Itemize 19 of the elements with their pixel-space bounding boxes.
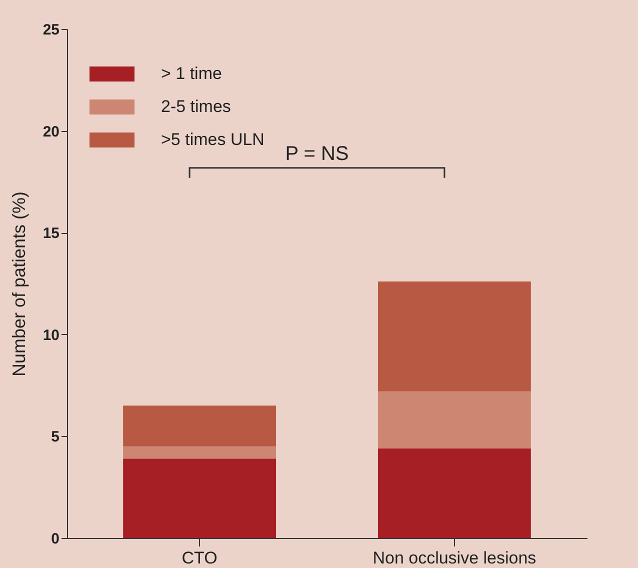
y-tick-label: 15 xyxy=(42,225,60,242)
bar xyxy=(378,448,531,538)
y-tick-label: 20 xyxy=(42,123,60,140)
bar xyxy=(123,446,276,459)
x-tick-label: CTO xyxy=(182,548,218,568)
x-tick-label: Non occlusive lesions xyxy=(372,548,536,568)
annotation: P = NS xyxy=(285,142,349,165)
y-tick-label: 10 xyxy=(42,326,60,344)
y-tick-label: 0 xyxy=(51,530,60,548)
legend-label: 2-5 times xyxy=(161,97,231,116)
bar xyxy=(378,281,531,392)
y-axis-title: Number of patients (%) xyxy=(8,191,29,377)
legend-label: >5 times ULN xyxy=(161,130,264,149)
y-tick-label: 5 xyxy=(51,428,60,446)
legend-label: > 1 time xyxy=(161,64,222,83)
bar xyxy=(123,458,276,538)
y-tick-label: 25 xyxy=(42,22,60,38)
bar xyxy=(123,406,276,446)
bar xyxy=(378,391,531,448)
